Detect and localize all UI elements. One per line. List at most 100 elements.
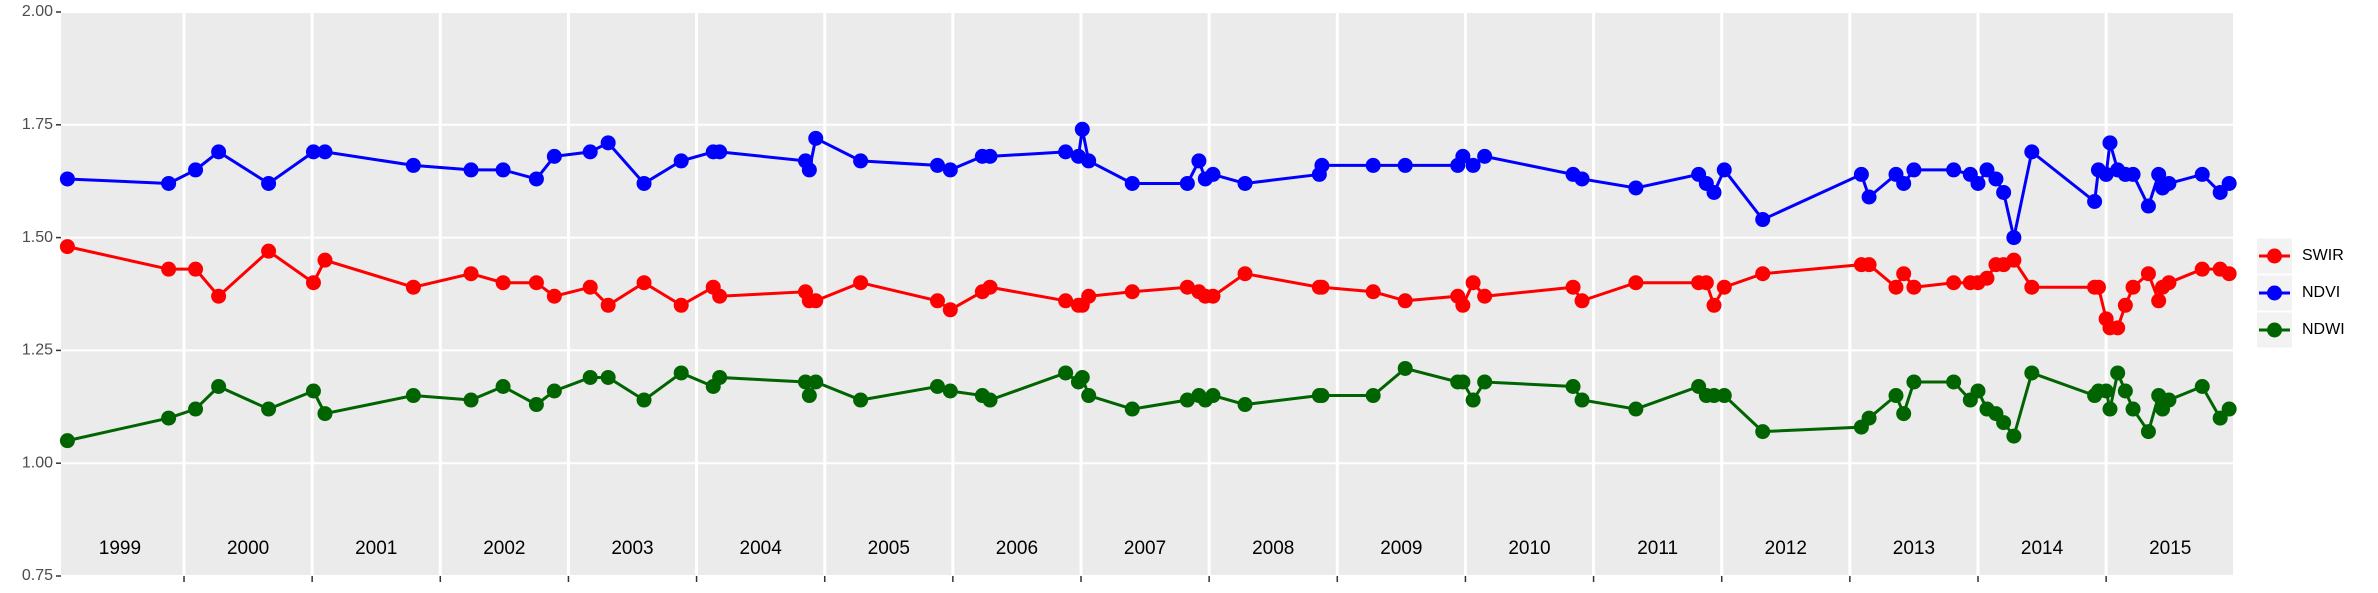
point <box>2221 266 2237 282</box>
year-label: 2010 <box>1508 538 1550 559</box>
point <box>1988 171 2004 187</box>
point <box>2140 266 2156 282</box>
point <box>582 144 598 160</box>
point <box>1698 275 1714 291</box>
point <box>2151 166 2167 182</box>
point <box>188 401 204 417</box>
point <box>211 288 227 304</box>
point <box>405 388 421 404</box>
point <box>2098 383 2114 399</box>
point <box>528 397 544 413</box>
year-label: 2014 <box>2021 538 2064 559</box>
point <box>1074 369 1090 385</box>
point <box>2125 279 2141 295</box>
point <box>317 144 333 160</box>
point <box>1861 410 1877 426</box>
point <box>1996 184 2012 200</box>
y-tick-label: 2.00 <box>22 3 53 20</box>
point <box>673 297 689 313</box>
point <box>801 162 817 178</box>
legend-label: NDWI <box>2302 321 2345 338</box>
point <box>1970 175 1986 191</box>
point <box>1896 406 1912 422</box>
point <box>600 135 616 151</box>
point <box>673 153 689 169</box>
y-tick-label: 0.75 <box>22 567 53 584</box>
point <box>1397 157 1413 173</box>
point <box>942 162 958 178</box>
point <box>2125 166 2141 182</box>
point <box>1058 365 1074 381</box>
point <box>1455 297 1471 313</box>
point <box>1314 157 1330 173</box>
point <box>2087 194 2103 210</box>
point <box>1755 212 1771 228</box>
point <box>1716 388 1732 404</box>
point <box>305 275 321 291</box>
point <box>712 144 728 160</box>
legend-key-point <box>2267 285 2282 301</box>
point <box>2102 135 2118 151</box>
point <box>546 383 562 399</box>
point <box>1205 388 1221 404</box>
point <box>2024 365 2040 381</box>
point <box>1706 297 1722 313</box>
y-tick-label: 1.00 <box>22 454 53 471</box>
point <box>1191 153 1207 169</box>
point <box>1628 275 1644 291</box>
point <box>1058 293 1074 309</box>
panel <box>61 12 2233 576</box>
point <box>808 130 824 146</box>
point <box>463 392 479 408</box>
point <box>982 148 998 164</box>
point <box>1970 383 1986 399</box>
point <box>528 275 544 291</box>
point <box>161 261 177 277</box>
year-label: 2007 <box>1124 538 1166 559</box>
point <box>2161 175 2177 191</box>
point <box>1861 189 1877 205</box>
point <box>2161 392 2177 408</box>
point <box>1979 270 1995 286</box>
point <box>1205 288 1221 304</box>
point <box>1397 293 1413 309</box>
year-label: 2002 <box>483 538 525 559</box>
y-tick-label: 1.25 <box>22 342 53 359</box>
point <box>1716 162 1732 178</box>
point <box>1124 175 1140 191</box>
year-label: 2003 <box>611 538 653 559</box>
point <box>1314 388 1330 404</box>
point <box>261 401 277 417</box>
legend-key-point <box>2267 322 2282 338</box>
point <box>1124 284 1140 300</box>
point <box>1565 378 1581 394</box>
point <box>853 392 869 408</box>
point <box>59 171 75 187</box>
point <box>1574 171 1590 187</box>
point <box>1455 374 1471 390</box>
point <box>1574 293 1590 309</box>
point <box>1906 374 1922 390</box>
point <box>1477 148 1493 164</box>
point <box>1205 166 1221 182</box>
point <box>1455 148 1471 164</box>
point <box>1706 388 1722 404</box>
point <box>2024 144 2040 160</box>
point <box>929 378 945 394</box>
point <box>317 252 333 268</box>
point <box>1179 175 1195 191</box>
point <box>1365 157 1381 173</box>
point <box>2161 275 2177 291</box>
point <box>942 383 958 399</box>
point <box>1574 392 1590 408</box>
point <box>2006 252 2022 268</box>
point <box>1465 392 1481 408</box>
point <box>1946 374 1962 390</box>
point <box>211 378 227 394</box>
year-label: 1999 <box>99 538 141 559</box>
year-label: 2008 <box>1252 538 1294 559</box>
point <box>1397 360 1413 376</box>
point <box>161 410 177 426</box>
